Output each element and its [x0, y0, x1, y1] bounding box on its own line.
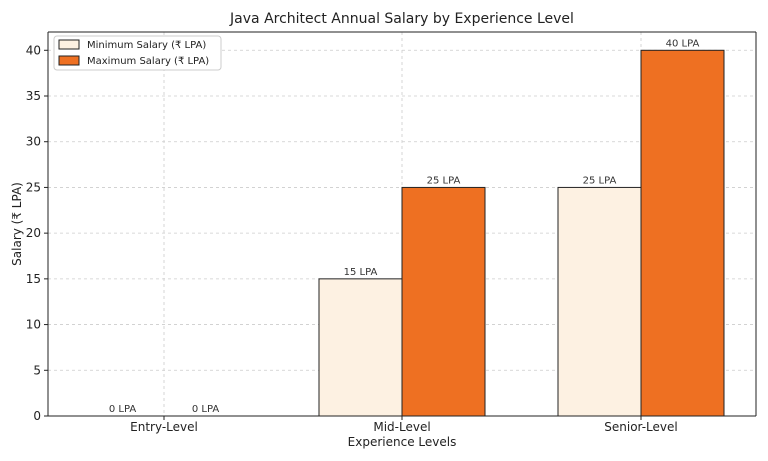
y-tick-label: 15: [26, 272, 41, 286]
bar-maximum-salary: [640, 49, 725, 417]
tick-labels: 0 5 10 15 20 25 30 35 40 Entry-Level Mid-Level Seni…: [26, 43, 678, 434]
data-label-maximum: 0 LPA: [192, 404, 220, 415]
x-axis-label: Experience Levels: [348, 435, 457, 449]
bar-minimum-salary: [318, 278, 403, 417]
legend-box: [53, 35, 222, 71]
data-label-minimum: 0 LPA: [109, 404, 137, 415]
data-labels: 0 LPA 15 LPA 25 LPA 0 LPA 25 LPA 40 LPA: [109, 38, 700, 415]
y-tick-label: 0: [33, 409, 41, 423]
y-tick-label: 10: [26, 318, 41, 332]
bars: [318, 49, 725, 417]
legend-label-max: Maximum Salary (₹ LPA): [87, 56, 209, 67]
legend-swatch-min: [58, 39, 80, 50]
legend-label-min: Minimum Salary (₹ LPA): [87, 40, 206, 51]
y-tick-label: 30: [26, 135, 41, 149]
data-label-minimum: 25 LPA: [583, 175, 617, 186]
y-tick-label: 40: [26, 43, 41, 57]
legend: Minimum Salary (₹ LPA) Maximum Salary (₹…: [53, 35, 222, 71]
y-tick-label: 35: [26, 89, 41, 103]
data-label-maximum: 25 LPA: [427, 175, 461, 186]
x-tick-label: Mid-Level: [373, 420, 430, 434]
data-label-minimum: 15 LPA: [344, 267, 378, 278]
x-tick-label: Senior-Level: [604, 420, 677, 434]
legend-swatch-max: [58, 55, 80, 66]
y-tick-label: 25: [26, 180, 41, 194]
x-tick-label: Entry-Level: [130, 420, 198, 434]
y-axis-label: Salary (₹ LPA): [10, 182, 24, 266]
bar-minimum-salary: [557, 186, 642, 417]
data-label-maximum: 40 LPA: [666, 38, 700, 49]
y-tick-label: 20: [26, 226, 41, 240]
chart-title: Java Architect Annual Salary by Experien…: [229, 11, 574, 27]
y-tick-label: 5: [33, 363, 41, 377]
bar-maximum-salary: [401, 186, 486, 417]
